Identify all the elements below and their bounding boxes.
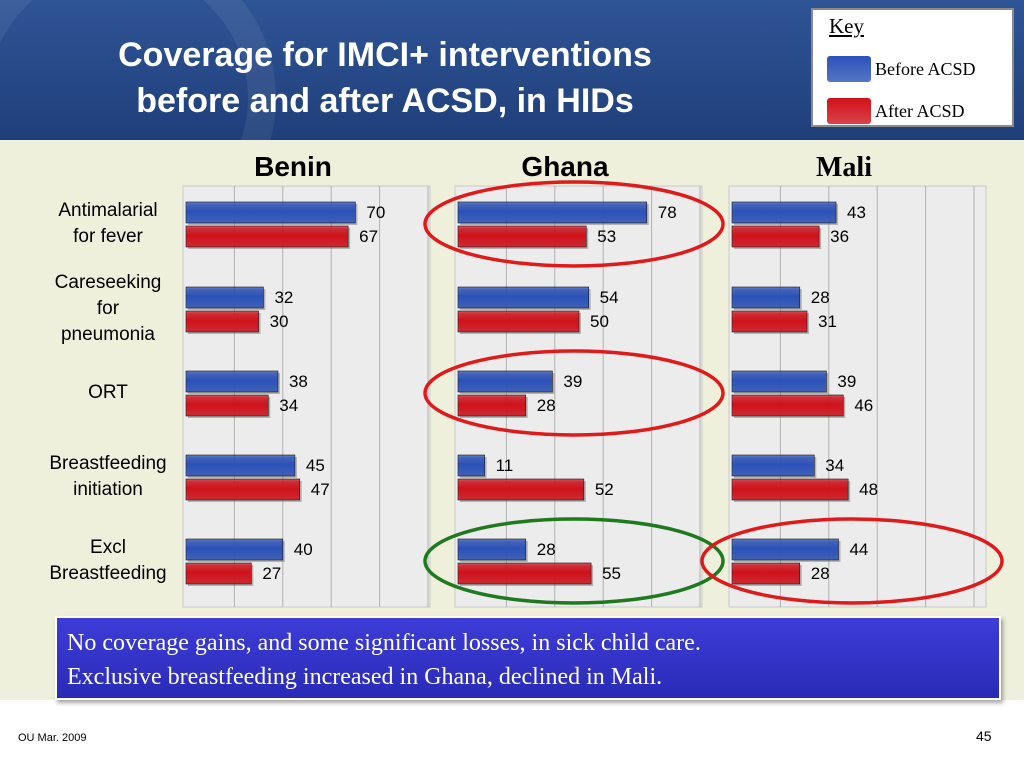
data-label: 28 <box>811 564 830 583</box>
data-label: 27 <box>262 564 281 583</box>
category-label: pneumonia <box>61 324 155 345</box>
data-label: 38 <box>289 372 308 391</box>
legend-label-after: After ACSD <box>875 101 965 121</box>
bar-after <box>731 562 801 585</box>
bar-after <box>457 310 580 333</box>
bar-after <box>731 310 808 333</box>
bar-before <box>731 201 837 224</box>
category-label: for <box>97 298 120 319</box>
bar-before <box>185 286 264 309</box>
bar-after <box>457 562 592 585</box>
data-label: 11 <box>496 456 514 475</box>
category-label: Excl <box>90 537 126 558</box>
bar-before <box>185 454 296 477</box>
category-label: Breastfeeding <box>49 453 166 474</box>
bar-after <box>185 310 259 333</box>
category-label: for fever <box>73 226 143 247</box>
data-label: 78 <box>658 203 677 222</box>
bar-before <box>457 454 485 477</box>
data-label: 39 <box>837 372 856 391</box>
bar-after <box>731 478 849 501</box>
legend-key: Key Before ACSD After ACSD <box>811 8 1014 127</box>
bar-before <box>185 201 356 224</box>
data-label: 52 <box>595 480 614 499</box>
legend-swatch-after <box>827 98 871 124</box>
bar-after <box>457 478 585 501</box>
data-label: 45 <box>306 456 325 475</box>
bar-after <box>185 225 349 248</box>
bar-before <box>185 370 279 393</box>
bar-before <box>457 538 527 561</box>
page-number: 45 <box>976 728 992 744</box>
bar-before <box>457 286 589 309</box>
data-label: 70 <box>366 203 385 222</box>
bar-after <box>185 562 252 585</box>
bar-before <box>185 538 284 561</box>
bar-after <box>457 394 527 417</box>
bar-before <box>731 454 815 477</box>
data-label: 46 <box>854 396 873 415</box>
category-label: Careseeking <box>55 272 162 293</box>
slide-title: Coverage for IMCI+ interventions before … <box>118 36 652 120</box>
data-label: 48 <box>859 480 878 499</box>
panel-title: Ghana <box>521 151 609 182</box>
bar-before <box>731 370 827 393</box>
category-label: Antimalarial <box>58 200 157 221</box>
bar-after <box>457 225 587 248</box>
data-label: 53 <box>597 227 616 246</box>
highlight-ellipse <box>423 517 725 605</box>
summary-callout: No coverage gains, and some significant … <box>55 616 1001 700</box>
highlight-ellipse <box>423 349 725 437</box>
bar-before <box>457 370 553 393</box>
data-label: 30 <box>270 312 289 331</box>
bar-after <box>185 394 269 417</box>
data-label: 28 <box>537 540 556 559</box>
data-label: 54 <box>600 288 619 307</box>
panel-title: Mali <box>816 152 872 183</box>
bar-after <box>731 394 844 417</box>
data-label: 50 <box>590 312 609 331</box>
data-label: 28 <box>811 288 830 307</box>
data-label: 32 <box>274 288 293 307</box>
legend-title: Key <box>829 14 864 38</box>
bar-after <box>185 478 301 501</box>
category-label: initiation <box>73 479 143 500</box>
bar-after <box>731 225 820 248</box>
data-label: 34 <box>279 396 298 415</box>
footer-text: OU Mar. 2009 <box>18 732 87 744</box>
data-label: 47 <box>311 480 330 499</box>
data-label: 55 <box>602 564 621 583</box>
data-label: 39 <box>563 372 582 391</box>
data-label: 34 <box>825 456 844 475</box>
coverage-chart: Antimalarial for fever Careseeking for pneum… <box>49 151 1004 608</box>
data-label: 40 <box>294 540 313 559</box>
category-label: Breastfeeding <box>49 563 166 584</box>
category-label: ORT <box>88 382 128 403</box>
data-label: 44 <box>849 540 868 559</box>
bar-before <box>731 286 801 309</box>
highlight-ellipse <box>423 180 725 268</box>
data-label: 67 <box>359 227 378 246</box>
data-label: 36 <box>830 227 849 246</box>
highlight-ellipse <box>700 517 1004 605</box>
data-label: 31 <box>818 312 837 331</box>
panel-title: Benin <box>254 151 332 182</box>
bar-before <box>457 201 648 224</box>
bar-before <box>731 538 839 561</box>
legend-swatch-before <box>827 56 871 82</box>
legend-label-before: Before ACSD <box>875 59 976 79</box>
data-label: 43 <box>847 203 866 222</box>
data-label: 28 <box>537 396 556 415</box>
